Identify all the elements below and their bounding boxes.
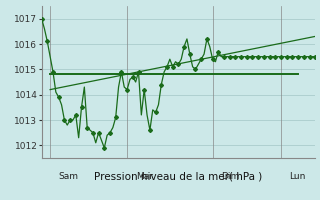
Text: Sam: Sam xyxy=(59,172,79,181)
Text: Lun: Lun xyxy=(290,172,306,181)
Text: Dim: Dim xyxy=(221,172,239,181)
Text: Mar: Mar xyxy=(136,172,153,181)
X-axis label: Pression niveau de la mer( hPa ): Pression niveau de la mer( hPa ) xyxy=(94,172,262,182)
